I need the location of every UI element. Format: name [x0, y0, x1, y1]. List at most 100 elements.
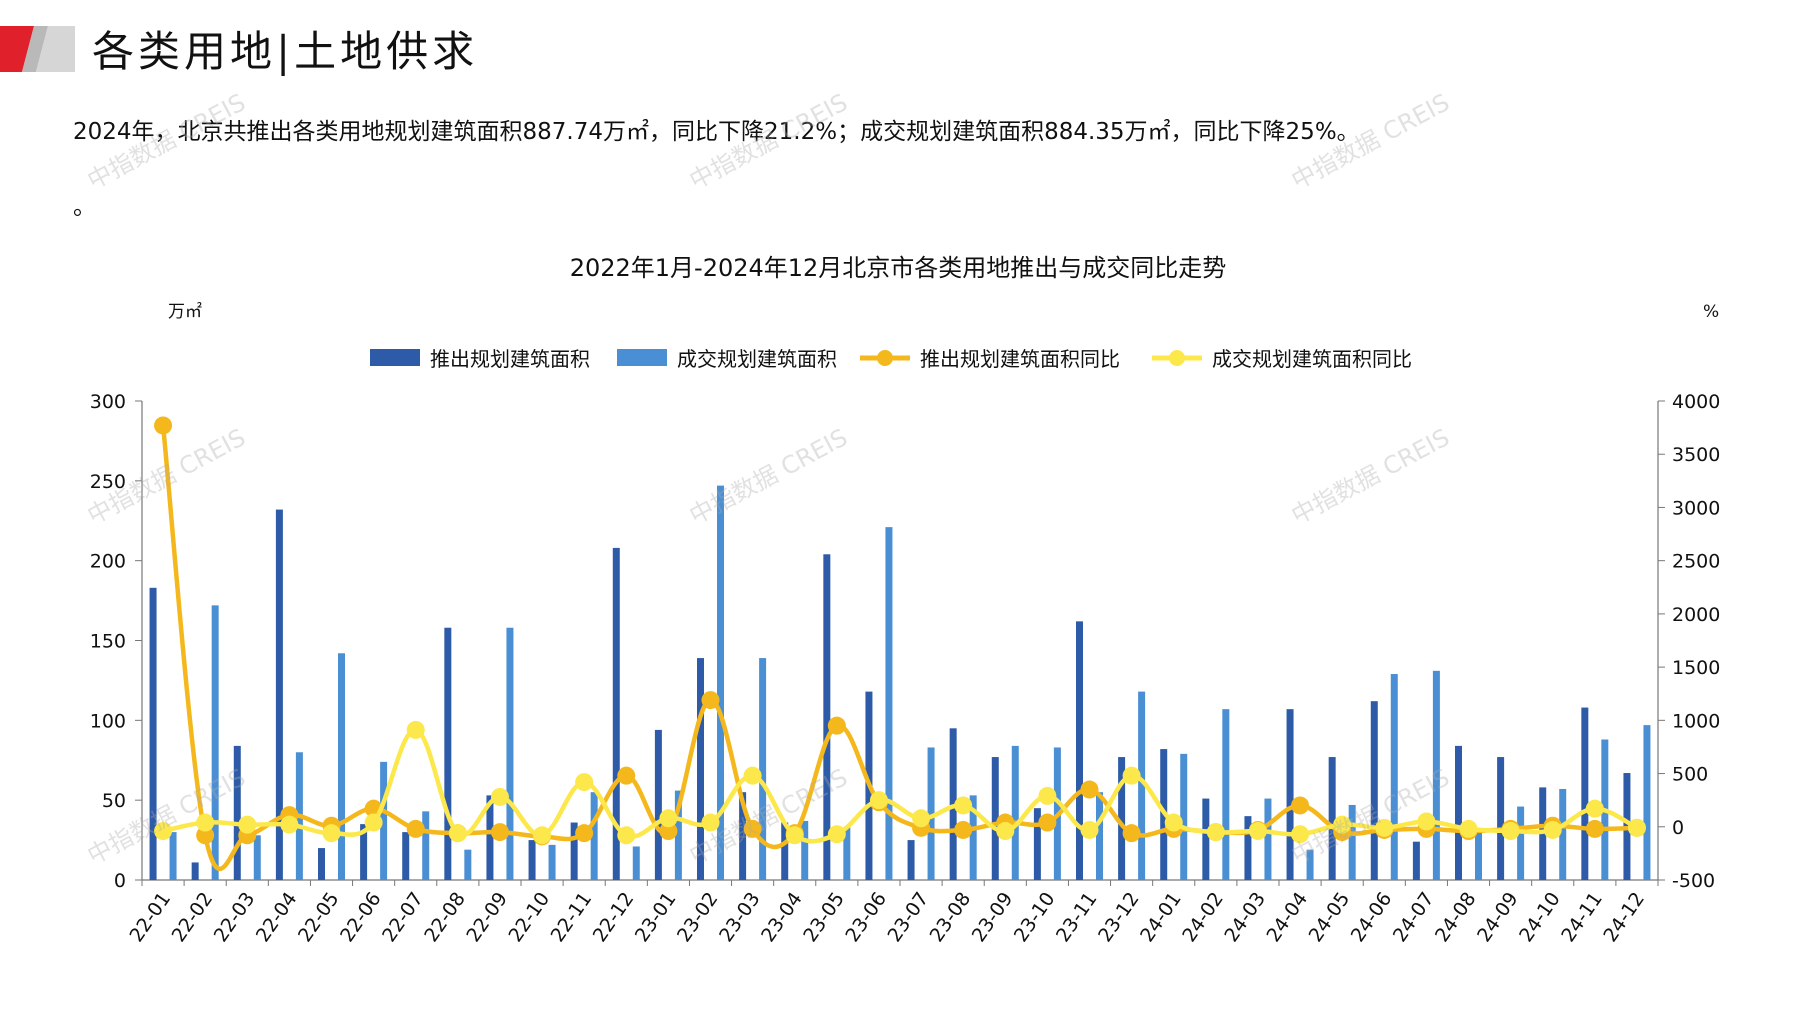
deal-yoy-point [154, 822, 173, 841]
deal-area-bar [1138, 691, 1146, 880]
push-yoy-point [701, 691, 720, 710]
deal-area-bar [843, 827, 851, 880]
deal-yoy-point [1585, 799, 1604, 818]
deal-yoy-point [701, 813, 720, 832]
x-tick-label: 24-08 [1431, 888, 1481, 946]
x-tick-label: 22-10 [504, 888, 554, 946]
deal-area-bar [1559, 788, 1567, 880]
push-area-bar [612, 547, 620, 880]
deal-area-bar [211, 605, 219, 880]
deal-area-bar [885, 527, 893, 880]
x-tick-label: 24-02 [1178, 888, 1228, 946]
deal-area-bar [590, 792, 598, 880]
push-area-bar [1370, 701, 1378, 880]
push-area-bar [402, 832, 410, 880]
x-tick-label: 22-05 [294, 888, 344, 946]
x-tick-label: 24-09 [1473, 888, 1523, 946]
push-area-bar [1033, 808, 1041, 880]
y-right-tick-label: 3000 [1672, 497, 1720, 519]
push-yoy-point [827, 716, 846, 735]
push-yoy-point [617, 766, 636, 785]
y-right-tick-label: -500 [1672, 870, 1715, 892]
y-left-tick-label: 50 [102, 790, 126, 812]
chart-axes: 0 50 100 150 200 250 300 -500 0 500 1000 1500 2000 25… [90, 391, 1721, 892]
push-yoy-point [575, 824, 594, 843]
push-area-bar [1118, 757, 1126, 880]
legend-marker-2 [877, 350, 893, 366]
push-area-bar [907, 840, 915, 880]
x-tick-label: 24-10 [1515, 888, 1565, 946]
deal-area-bar [1011, 745, 1019, 880]
y-right-tick-label: 1500 [1672, 657, 1720, 679]
deal-yoy-point [743, 766, 762, 785]
deal-yoy-point [322, 824, 341, 843]
push-area-bar [654, 729, 662, 880]
push-area-bar [275, 509, 283, 880]
push-yoy-point [1080, 780, 1099, 799]
push-area-bar [486, 795, 494, 880]
chart-lines [154, 416, 1646, 871]
deal-yoy-point [1080, 820, 1099, 839]
deal-yoy-point [1038, 786, 1057, 805]
y-right-tick-label: 2000 [1672, 604, 1720, 626]
deal-area-bar [759, 658, 767, 880]
deal-area-bar [801, 820, 809, 880]
deal-area-bar [1390, 674, 1398, 880]
y-left-tick-label: 100 [90, 710, 126, 732]
deal-area-bar [969, 795, 977, 880]
x-tick-label: 24-12 [1599, 888, 1649, 946]
deal-area-bar [717, 485, 724, 880]
x-tick-label: 23-04 [757, 888, 807, 946]
x-tick-label: 22-06 [336, 888, 386, 946]
deal-yoy-point [533, 826, 552, 845]
deal-area-bar [1264, 798, 1272, 880]
deal-area-bar [422, 811, 430, 880]
push-area-bar [1455, 745, 1462, 880]
deal-yoy-point [448, 824, 467, 843]
x-tick-label: 22-04 [252, 888, 302, 946]
x-tick-label: 23-03 [715, 888, 765, 946]
deal-yoy-point [1291, 825, 1310, 844]
deal-yoy-point [1543, 820, 1562, 839]
deal-yoy-point [869, 791, 888, 810]
y-right-tick-label: 2500 [1672, 551, 1720, 573]
deal-yoy-point [1248, 822, 1267, 841]
deal-yoy-point [827, 825, 846, 844]
push-yoy-point [1291, 796, 1310, 815]
x-tick-label: 24-11 [1557, 888, 1607, 946]
deal-area-bar [169, 832, 177, 880]
deal-yoy-point [954, 796, 973, 815]
x-tick-label: 22-03 [210, 888, 260, 946]
deal-yoy-point [238, 815, 257, 834]
intro-text: 2024年，北京共推出各类用地规划建筑面积887.74万㎡，同比下降21.2%；… [73, 119, 1360, 145]
deal-area-bar [1432, 670, 1440, 880]
push-area-bar [1581, 707, 1589, 880]
legend-label-2: 推出规划建筑面积同比 [920, 347, 1120, 371]
page-title: 各类用地|土地供求 [92, 27, 479, 76]
deal-area-bar [464, 849, 472, 880]
deal-yoy-point [490, 787, 509, 806]
push-yoy-point [490, 823, 509, 842]
deal-yoy-point [996, 822, 1015, 841]
x-tick-label: 24-04 [1262, 888, 1312, 946]
push-yoy-point [743, 819, 762, 838]
push-yoy-point [659, 822, 678, 841]
y-left-tick-label: 150 [90, 631, 126, 653]
deal-yoy-point [364, 813, 383, 832]
deal-yoy-point [1459, 819, 1478, 838]
deal-area-bar [1348, 804, 1356, 880]
push-yoy-point [154, 416, 173, 435]
x-tick-label: 23-12 [1094, 888, 1144, 946]
y-left-tick-label: 200 [90, 551, 126, 573]
deal-area-bar [1643, 725, 1651, 880]
push-area-bar [570, 822, 578, 880]
x-tick-label: 22-09 [462, 888, 512, 946]
push-area-bar [1412, 841, 1420, 880]
y-right-tick-label: 0 [1672, 817, 1684, 839]
deal-yoy-point [617, 826, 636, 845]
deal-area-bar [1096, 792, 1103, 880]
push-area-bar [991, 757, 999, 880]
y-right-tick-label: 3500 [1672, 444, 1720, 466]
x-tick-label: 23-10 [1010, 888, 1060, 946]
deal-yoy-point [912, 809, 931, 828]
